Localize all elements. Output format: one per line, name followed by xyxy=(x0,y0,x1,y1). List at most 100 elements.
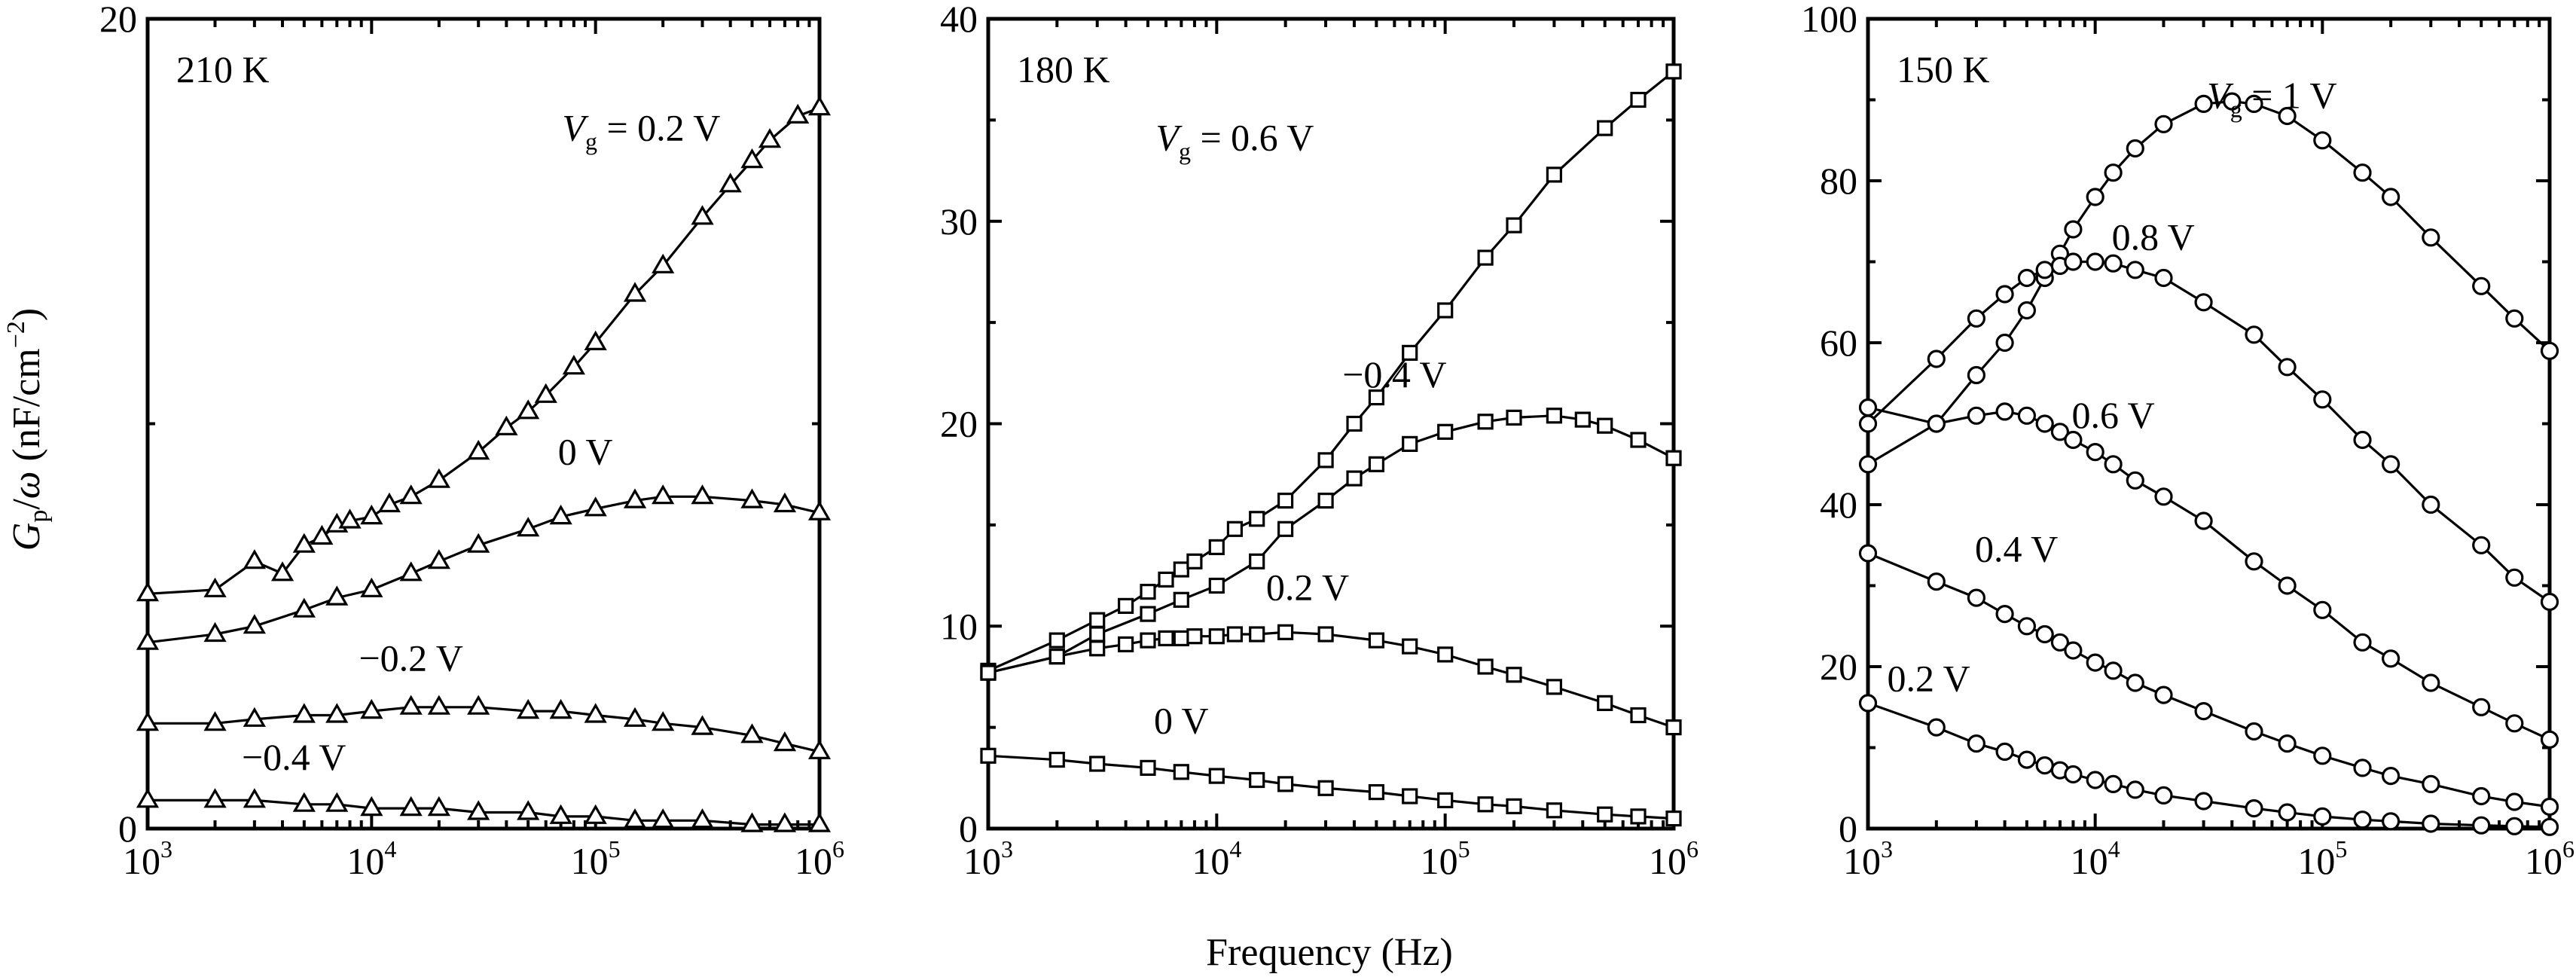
data-point xyxy=(740,812,764,832)
plot-frame xyxy=(986,17,1676,831)
y-tick-label: 10 xyxy=(940,605,978,647)
data-point xyxy=(1317,626,1334,643)
data-point xyxy=(2126,780,2144,799)
data-point xyxy=(1597,120,1613,136)
data-point xyxy=(1927,350,1946,368)
series-line xyxy=(1867,552,2550,808)
data-point xyxy=(584,703,607,723)
data-point xyxy=(2353,633,2372,652)
series-3: 0.2 V xyxy=(980,566,1682,736)
data-point xyxy=(203,711,227,731)
data-point xyxy=(2353,163,2372,182)
data-point xyxy=(549,504,572,525)
x-tick-label: 105 xyxy=(571,835,621,882)
data-point xyxy=(1117,636,1134,653)
data-point xyxy=(2278,576,2297,595)
y-axis-title-units-exponent: −2 xyxy=(2,321,30,348)
x-axis: 103 104 105 106 xyxy=(1843,19,2574,882)
series-1: Vg = 1 V xyxy=(1858,74,2559,474)
data-point xyxy=(2086,442,2104,462)
data-point xyxy=(2126,139,2144,158)
data-point xyxy=(1506,217,1522,234)
data-point xyxy=(1546,679,1562,695)
y-axis: 0 10 20 30 40 xyxy=(940,0,1674,850)
x-axis-title: Frequency (Hz) xyxy=(1206,931,1453,974)
data-point xyxy=(2245,798,2263,818)
data-point xyxy=(2154,487,2173,506)
data-point xyxy=(136,630,160,650)
data-point xyxy=(360,698,383,719)
data-point xyxy=(338,508,362,529)
data-point xyxy=(1546,802,1562,819)
data-point xyxy=(1477,414,1494,430)
data-point xyxy=(1140,606,1156,622)
x-axis: 103 104 105 106 xyxy=(963,19,1699,882)
data-point xyxy=(2050,633,2069,652)
data-point xyxy=(399,795,423,817)
data-point xyxy=(2194,511,2213,530)
data-point xyxy=(1402,344,1418,361)
data-point xyxy=(1630,808,1647,825)
series-2: 0 V xyxy=(136,430,832,650)
x-tick-label: 103 xyxy=(963,835,1013,882)
data-point xyxy=(1597,695,1613,712)
data-point xyxy=(2194,792,2213,811)
data-point xyxy=(399,695,423,715)
data-point xyxy=(2540,797,2559,817)
data-point xyxy=(2245,552,2263,571)
series-label: 0.2 V xyxy=(1887,657,1970,699)
data-point xyxy=(1226,521,1244,537)
data-point xyxy=(2505,568,2524,587)
data-point xyxy=(467,695,490,715)
data-point xyxy=(1995,333,2014,353)
data-point xyxy=(652,253,675,273)
data-point xyxy=(2353,759,2372,777)
data-point xyxy=(292,533,316,553)
data-point xyxy=(1506,667,1522,683)
data-point xyxy=(292,597,316,618)
data-point xyxy=(1317,452,1334,469)
y-tick-label: 0 xyxy=(1839,808,1857,850)
x-tick-label: 106 xyxy=(2525,835,2574,882)
data-point xyxy=(2540,341,2559,360)
data-point xyxy=(2505,309,2524,328)
data-point xyxy=(2353,811,2372,829)
y-tick-label: 40 xyxy=(940,0,978,40)
series-label: Vg = 1 V xyxy=(2207,74,2336,122)
data-point xyxy=(1546,166,1562,183)
data-point xyxy=(534,383,557,403)
data-point xyxy=(1437,423,1454,440)
data-point xyxy=(2064,765,2083,784)
data-point xyxy=(2472,536,2491,554)
y-axis: 0 20 40 60 80 100 xyxy=(1801,0,2550,850)
data-point xyxy=(360,795,383,817)
data-point xyxy=(623,707,647,727)
data-point xyxy=(1995,402,2014,421)
data-point xyxy=(1858,544,1878,563)
chart-panel-2: 0 10 20 30 40 103 104 105 106 180 K Vg = 0.6 V −0.4… xyxy=(940,0,1699,882)
data-point xyxy=(2382,188,2401,206)
data-point xyxy=(2505,817,2524,835)
data-point xyxy=(2104,163,2123,182)
data-point xyxy=(1967,365,1985,385)
data-point xyxy=(691,484,714,505)
data-point xyxy=(292,703,316,723)
series-line xyxy=(987,754,1674,820)
data-point xyxy=(2472,276,2491,295)
data-point xyxy=(2017,406,2036,425)
data-point xyxy=(2017,301,2036,320)
y-tick-label: 0 xyxy=(118,808,137,850)
x-tick-label: 105 xyxy=(2297,835,2347,882)
series-label: −0.4 V xyxy=(1342,353,1446,395)
data-point xyxy=(623,808,647,829)
data-point xyxy=(2245,722,2263,741)
data-point xyxy=(2154,268,2173,288)
data-point xyxy=(2035,756,2054,775)
data-point xyxy=(1995,604,2014,624)
data-point xyxy=(1368,632,1385,649)
data-point xyxy=(136,711,160,731)
y-axis-title-omega: ω xyxy=(5,472,48,499)
data-point xyxy=(1574,411,1591,428)
data-point xyxy=(2086,188,2104,206)
data-point xyxy=(1317,780,1334,796)
